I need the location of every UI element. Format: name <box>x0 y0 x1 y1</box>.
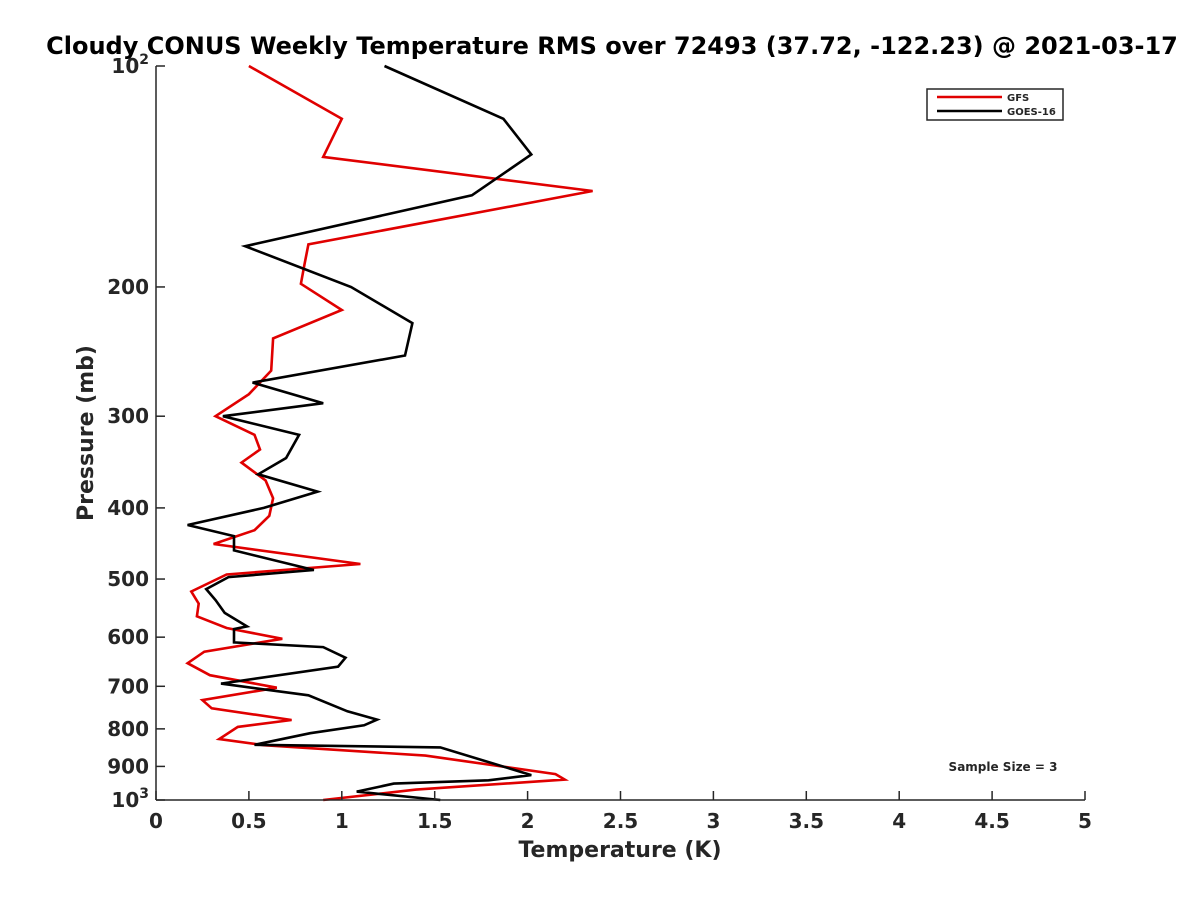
y-tick-label: 103 <box>111 786 149 812</box>
series-layer <box>185 64 593 802</box>
x-tick-label: 4.5 <box>974 809 1009 833</box>
x-tick-label: 5 <box>1078 809 1092 833</box>
y-axis-label: Pressure (mb) <box>74 345 99 521</box>
sample-size-annotation: Sample Size = 3 <box>949 760 1058 774</box>
chart-title: Cloudy CONUS Weekly Temperature RMS over… <box>46 32 1178 60</box>
y-tick-label: 500 <box>107 567 149 591</box>
y-tick-label: 400 <box>107 496 149 520</box>
x-tick-label: 3 <box>706 809 720 833</box>
series-line-goes-16 <box>187 64 534 802</box>
y-tick-label: 300 <box>107 404 149 428</box>
y-tick-label: 102 <box>111 52 149 78</box>
x-tick-label: 2 <box>521 809 535 833</box>
x-tick-label: 4 <box>892 809 906 833</box>
x-axis-ticks: 0 0.5 1 1.5 2 2.5 3 3.5 4 4.5 5 <box>149 791 1092 833</box>
y-axis-ticks: 102 200 300 400 500 600 700 800 900 103 <box>107 52 165 812</box>
y-tick-label: 200 <box>107 275 149 299</box>
y-tick-label: 700 <box>107 674 149 698</box>
plot-area <box>156 66 1085 800</box>
legend-box <box>926 88 1064 121</box>
x-tick-label: 2.5 <box>603 809 638 833</box>
series-line-gfs <box>185 64 593 802</box>
y-tick-label: 600 <box>107 625 149 649</box>
x-tick-label: 3.5 <box>789 809 824 833</box>
x-tick-label: 0.5 <box>231 809 266 833</box>
chart-legend: GFS GOES-16 <box>926 88 1064 121</box>
legend-label: GOES-16 <box>1007 107 1056 118</box>
y-tick-label: 900 <box>107 754 149 778</box>
legend-label: GFS <box>1007 93 1029 104</box>
y-tick-label: 800 <box>107 717 149 741</box>
x-tick-label: 0 <box>149 809 163 833</box>
x-tick-label: 1 <box>335 809 349 833</box>
x-axis-label: Temperature (K) <box>518 838 721 863</box>
x-tick-label: 1.5 <box>417 809 452 833</box>
